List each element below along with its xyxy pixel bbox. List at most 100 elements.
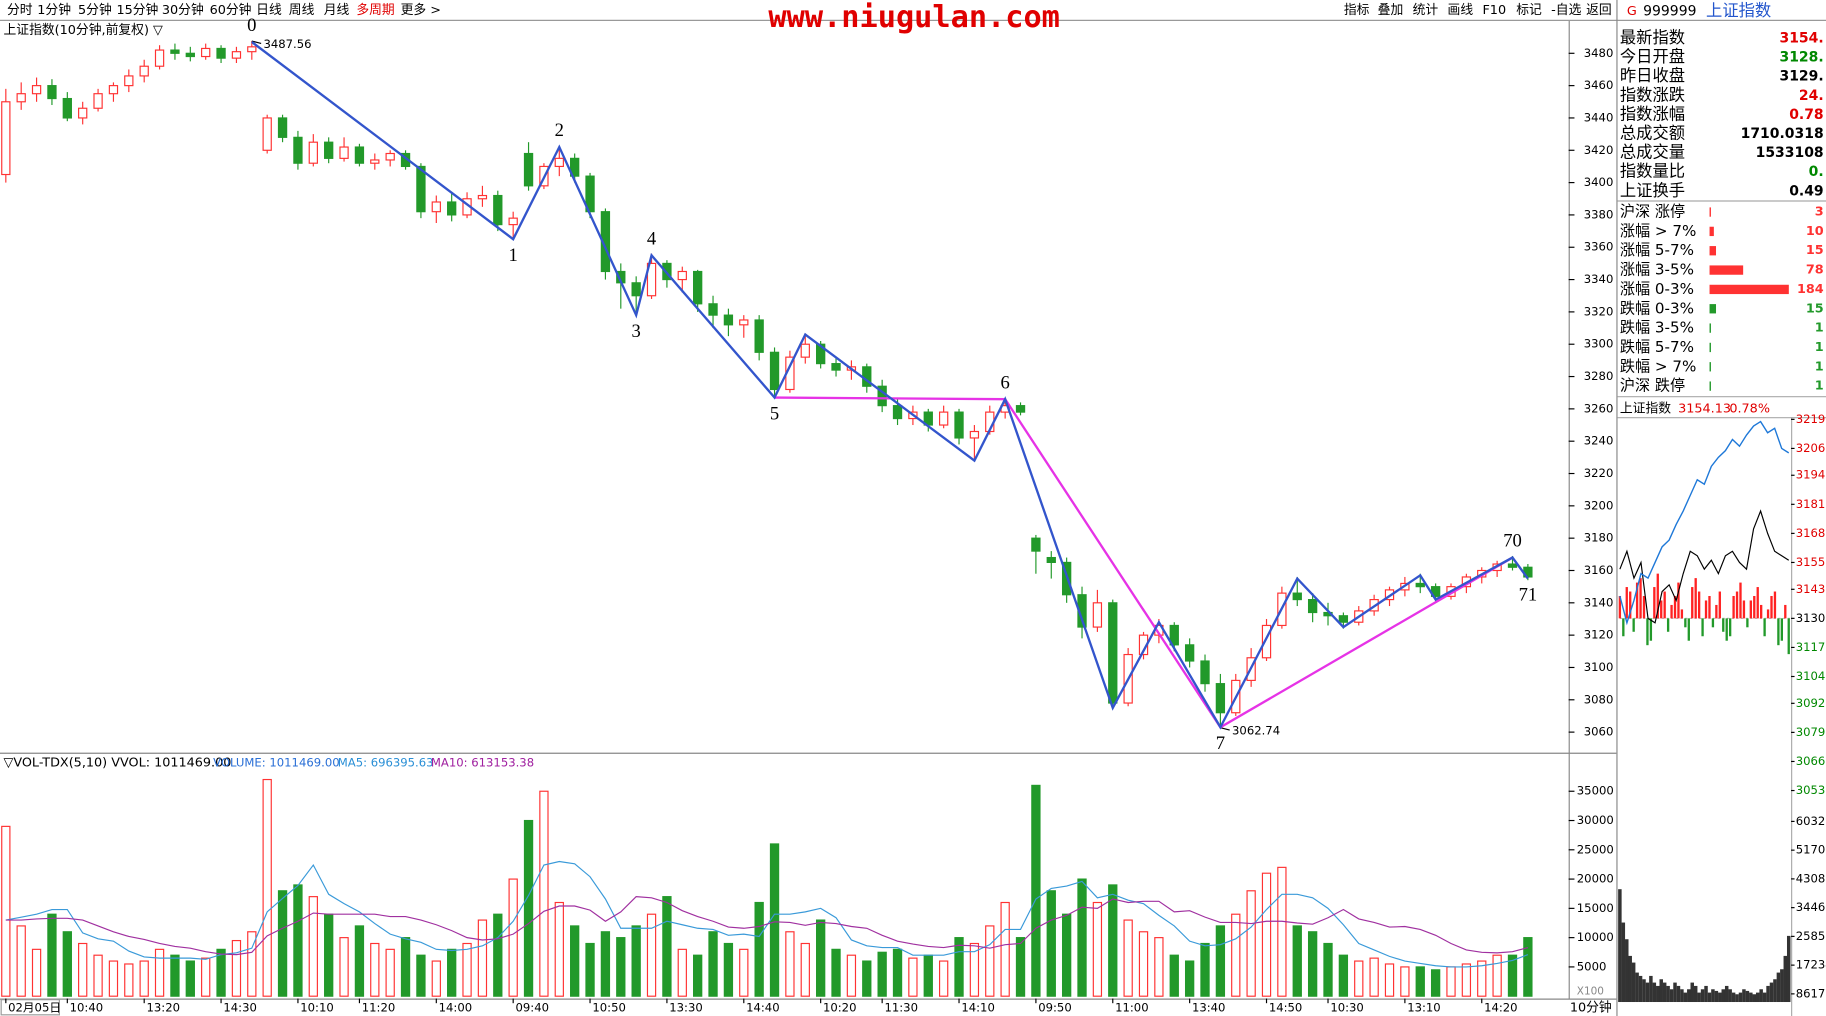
period-tab[interactable]: 分时 <box>7 3 33 18</box>
price-tick-label: 3140 <box>1584 595 1614 609</box>
candle-body <box>969 430 980 439</box>
mini-tick-label: 3219 <box>1796 412 1826 426</box>
wave-label: 0 <box>247 15 256 36</box>
candle-body <box>108 85 119 95</box>
breadth-bar <box>1709 323 1711 333</box>
tool-button[interactable]: F10 <box>1482 3 1506 18</box>
tool-button[interactable]: 指标 <box>1344 3 1370 18</box>
mini-tick-label: 3143 <box>1796 582 1826 596</box>
price-tick-label: 3220 <box>1584 466 1614 480</box>
breadth-label: 跌幅 5-7% <box>1620 338 1694 356</box>
annotation-dash <box>1220 727 1230 731</box>
period-tab[interactable]: 15分钟 <box>116 2 158 18</box>
breadth-label: 涨幅 0-3% <box>1620 280 1694 298</box>
volume-bar <box>1231 913 1241 997</box>
volume-bar <box>739 948 749 997</box>
period-tab[interactable]: 1分钟 <box>37 2 71 18</box>
tool-button[interactable]: 叠加 <box>1378 3 1404 18</box>
volume-bar <box>816 919 826 997</box>
candle-body <box>247 46 257 53</box>
candle-body <box>800 343 810 358</box>
volume-bar <box>1430 969 1441 997</box>
mini-volume-bar <box>1628 955 1632 1003</box>
volume-bar <box>862 960 872 997</box>
volume-bar <box>108 960 119 997</box>
quote-code: 999999 <box>1643 4 1696 20</box>
breadth-label: 沪深 涨停 <box>1620 203 1685 221</box>
volume-bar <box>1031 784 1041 997</box>
volume-bar <box>585 942 595 997</box>
candle-body <box>816 343 826 365</box>
volume-bar <box>370 942 380 997</box>
volume-bar <box>570 925 580 997</box>
mini-volume-bar <box>1714 990 1719 1003</box>
volume-bar <box>1384 963 1395 997</box>
period-label[interactable]: 10分钟 <box>1570 999 1612 1015</box>
volume-bar <box>708 931 718 997</box>
breadth-label: 沪深 跌停 <box>1620 377 1685 395</box>
wave-label: 71 <box>1519 584 1538 605</box>
mini-volume-bar <box>1721 989 1726 1003</box>
mini-volume-bar <box>1635 972 1639 1003</box>
time-tick-label: 14:40 <box>746 1000 780 1014</box>
volume-bar <box>677 948 687 997</box>
period-tab[interactable]: 多周期 <box>356 3 394 18</box>
tool-button[interactable]: 画线 <box>1448 3 1474 18</box>
mini-volume-bar <box>1676 985 1681 1003</box>
mini-vol-tick-label: 17234 <box>1796 958 1826 972</box>
candle-body <box>477 194 488 200</box>
mini-volume-bar <box>1638 975 1643 1003</box>
period-tab[interactable]: 60分钟 <box>210 2 252 18</box>
period-tab[interactable]: 30分钟 <box>162 2 204 18</box>
mini-volume-bar <box>1621 922 1626 1003</box>
price-tick-label: 3080 <box>1584 692 1614 706</box>
breadth-count: 78 <box>1806 263 1824 278</box>
price-tick-label: 3380 <box>1584 207 1614 221</box>
volume-tick-label: 10000 <box>1577 930 1614 944</box>
mini-tick-label: 3181 <box>1796 497 1826 511</box>
mini-volume-bar <box>1731 992 1736 1003</box>
time-tick-label: 02月05日 <box>8 1000 61 1014</box>
wave-label: 2 <box>555 120 564 141</box>
mini-volume-bar <box>1742 989 1746 1003</box>
volume-bar <box>1507 954 1518 997</box>
period-tab[interactable]: 月线 <box>324 3 350 18</box>
breadth-count: 15 <box>1806 301 1824 316</box>
volume-bar <box>1415 966 1425 997</box>
candle-body <box>154 49 165 67</box>
tool-button[interactable]: 统计 <box>1413 3 1439 18</box>
mini-tick-label: 3194 <box>1796 468 1826 482</box>
breadth-count: 184 <box>1797 282 1824 297</box>
mini-volume-bar <box>1755 992 1760 1003</box>
volume-tick-label: 35000 <box>1577 784 1614 798</box>
tool-button[interactable]: -自选 <box>1551 3 1581 18</box>
candle-body <box>354 146 365 164</box>
period-tab[interactable]: 更多 > <box>401 3 441 18</box>
volume-bar <box>324 913 334 997</box>
period-tab[interactable]: 日线 <box>256 3 282 18</box>
mini-volume-bar <box>1738 992 1743 1003</box>
price-tick-label: 3100 <box>1584 660 1614 674</box>
volume-bar <box>892 948 903 997</box>
mini-index-line <box>1619 420 1790 626</box>
price-tick-label: 3440 <box>1584 110 1614 124</box>
tool-button[interactable]: 返回 <box>1586 3 1612 18</box>
volume-bar <box>477 919 488 997</box>
mini-volume-bar <box>1728 989 1732 1003</box>
quote-value: 0.49 <box>1789 183 1823 199</box>
candle-body <box>938 411 949 426</box>
volume-bar <box>78 942 88 997</box>
volume-bar <box>1246 890 1256 997</box>
candle-body <box>1184 644 1195 662</box>
period-tab[interactable]: 5分钟 <box>78 2 112 18</box>
tool-button[interactable]: 标记 <box>1516 3 1542 18</box>
time-tick-label: 11:00 <box>1115 1000 1149 1014</box>
candle-body <box>385 152 395 161</box>
candle-body <box>1307 599 1318 614</box>
volume-bar <box>908 957 918 997</box>
wave-line <box>251 41 1529 730</box>
volume-bar <box>339 937 349 997</box>
mini-volume-bar <box>1745 990 1750 1003</box>
period-tab[interactable]: 周线 <box>289 3 315 18</box>
